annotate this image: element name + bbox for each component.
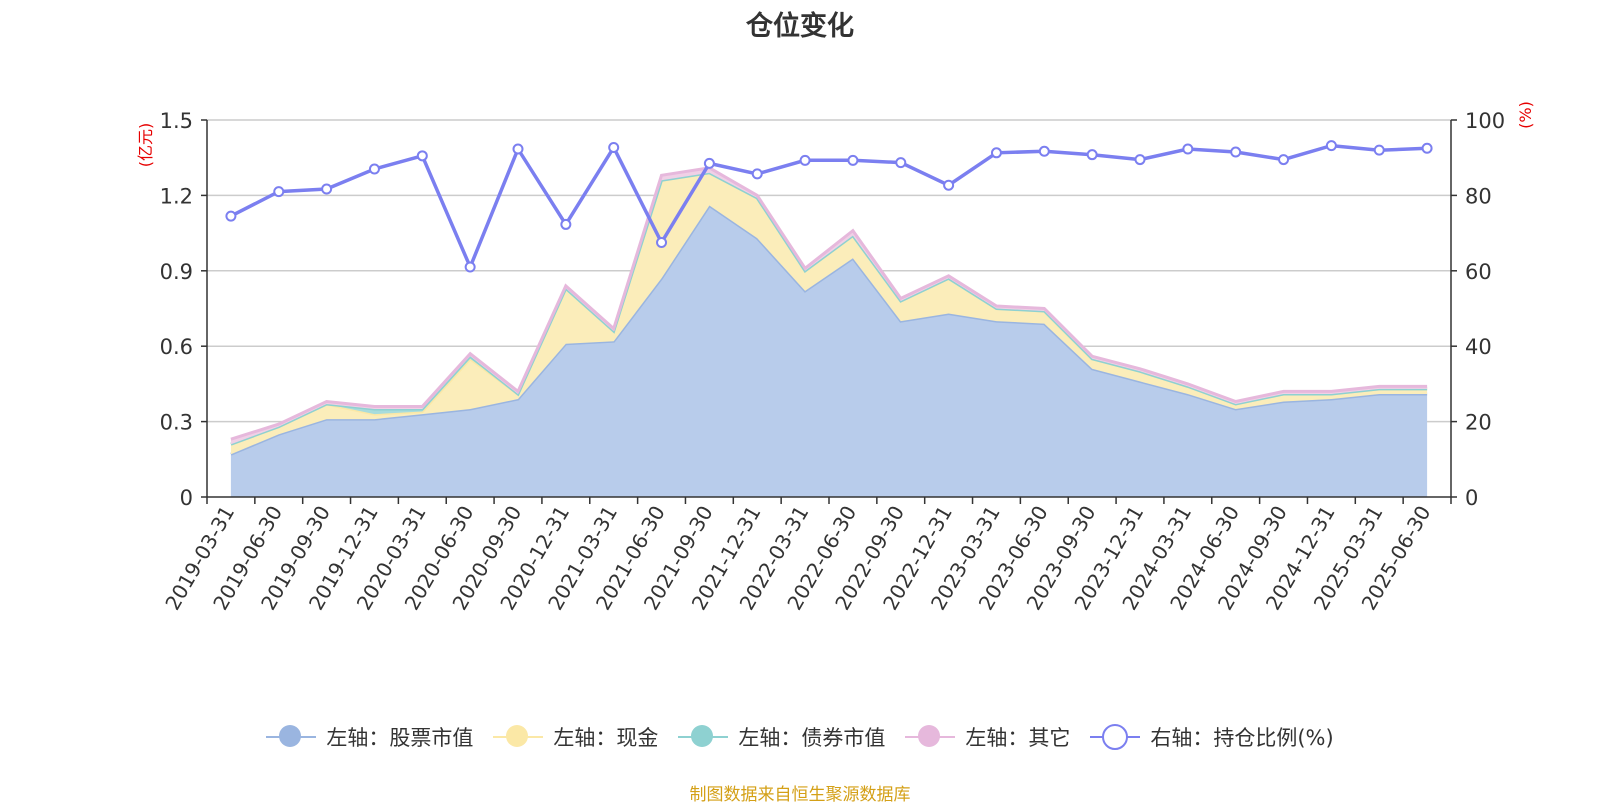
ratio-point — [847, 154, 859, 166]
ratio-point — [1421, 142, 1433, 154]
legend: 左轴：股票市值 左轴：现金 左轴：债券市值 左轴：其它 右轴：持仓比例(%) — [0, 722, 1600, 752]
ratio-point — [321, 183, 333, 195]
legend-label: 左轴：其它 — [965, 726, 1071, 750]
ratio-point — [464, 261, 476, 273]
legend-item[interactable]: 左轴：其它 — [905, 722, 1070, 752]
right-tick-label: 80 — [1465, 184, 1492, 208]
legend-label: 左轴：现金 — [553, 726, 659, 750]
left-tick-label: 1.2 — [160, 184, 193, 208]
ratio-point — [368, 163, 380, 175]
left-tick-label: 0.3 — [160, 411, 193, 435]
legend-label: 左轴：股票市值 — [326, 726, 474, 750]
left-tick-label: 0.9 — [160, 260, 193, 284]
ratio-point — [512, 143, 524, 155]
ratio-point — [943, 179, 955, 191]
legend-item[interactable]: 左轴：股票市值 — [266, 722, 473, 752]
ratio-point — [1230, 146, 1242, 158]
ratio-point — [560, 218, 572, 230]
legend-marker-icon — [493, 725, 544, 749]
ratio-point — [608, 142, 620, 154]
ratio-point — [895, 157, 907, 169]
ratio-line — [225, 140, 1433, 273]
ratio-point — [1182, 143, 1194, 155]
legend-marker-icon — [266, 725, 317, 749]
legend-item[interactable]: 左轴：现金 — [493, 722, 658, 752]
source-note: 制图数据来自恒生聚源数据库 — [689, 785, 911, 805]
left-tick-label: 0.6 — [160, 335, 193, 359]
chart-title: 仓位变化 — [746, 11, 854, 42]
right-tick-label: 0 — [1465, 486, 1478, 510]
ratio-point — [416, 150, 428, 162]
legend-marker-icon — [678, 725, 729, 749]
ratio-line-path — [230, 143, 1428, 272]
ratio-point — [1086, 149, 1098, 161]
ratio-point — [1373, 144, 1385, 156]
ratio-point — [1134, 154, 1146, 166]
legend-item[interactable]: 右轴：持仓比例(%) — [1090, 722, 1334, 752]
ratio-point — [751, 168, 763, 180]
ratio-point — [1325, 140, 1337, 152]
ratio-point — [1038, 145, 1050, 157]
ratio-point — [273, 186, 285, 198]
right-axis-unit: (%) — [1516, 101, 1535, 129]
legend-item[interactable]: 左轴：债券市值 — [678, 722, 885, 752]
ratio-point — [656, 237, 668, 249]
legend-marker-icon — [905, 725, 956, 749]
right-tick-label: 20 — [1465, 411, 1492, 435]
right-tick-label: 40 — [1465, 335, 1492, 359]
ratio-point — [799, 154, 811, 166]
right-tick-label: 60 — [1465, 260, 1492, 284]
stacked-areas — [230, 166, 1428, 497]
legend-label: 右轴：持仓比例(%) — [1150, 726, 1334, 750]
area-fill — [230, 205, 1428, 497]
ratio-point — [225, 210, 237, 222]
area-fill — [230, 172, 1428, 455]
right-tick-label: 100 — [1465, 109, 1505, 133]
left-tick-label: 0 — [180, 486, 193, 510]
ratio-point — [703, 157, 715, 169]
ratio-point — [1278, 154, 1290, 166]
legend-marker-icon — [1090, 724, 1141, 750]
legend-label: 左轴：债券市值 — [738, 726, 886, 750]
left-tick-label: 1.5 — [160, 109, 193, 133]
area-top-line — [230, 166, 1428, 441]
ratio-point — [990, 147, 1002, 159]
left-axis-unit: (亿元) — [136, 123, 155, 168]
